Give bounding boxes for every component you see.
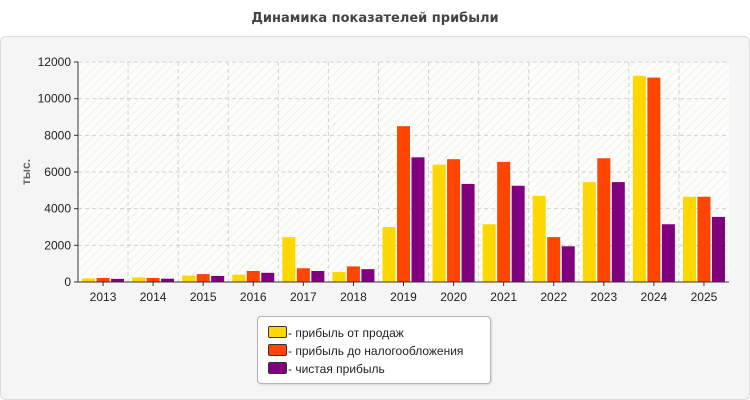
legend-swatch-sales-profit <box>268 326 287 338</box>
bar-pretax-profit-2020[interactable] <box>447 159 461 282</box>
bar-net-profit-2016[interactable] <box>261 272 275 282</box>
bar-net-profit-2022[interactable] <box>561 246 575 282</box>
bar-sales-profit-2024[interactable] <box>632 75 646 282</box>
y-tick-label: 4000 <box>44 202 71 216</box>
x-tick-label: 2025 <box>691 290 718 304</box>
bar-pretax-profit-2017[interactable] <box>296 268 310 282</box>
legend-label: - прибыль до налогообложения <box>288 344 464 358</box>
x-tick-label: 2021 <box>490 290 517 304</box>
bar-pretax-profit-2013[interactable] <box>96 277 110 282</box>
bar-sales-profit-2017[interactable] <box>282 237 296 282</box>
bar-net-profit-2018[interactable] <box>361 269 375 282</box>
bar-sales-profit-2018[interactable] <box>332 271 346 282</box>
bar-pretax-profit-2021[interactable] <box>497 161 511 282</box>
bar-pretax-profit-2019[interactable] <box>397 126 410 283</box>
bar-pretax-profit-2022[interactable] <box>547 237 561 282</box>
x-tick-label: 2023 <box>590 290 617 304</box>
legend: - прибыль от продаж - прибыль до налогоо… <box>257 316 491 384</box>
bar-net-profit-2015[interactable] <box>211 275 225 282</box>
bar-pretax-profit-2025[interactable] <box>697 196 711 282</box>
bar-sales-profit-2014[interactable] <box>132 277 146 282</box>
bar-sales-profit-2016[interactable] <box>232 274 246 282</box>
bar-pretax-profit-2016[interactable] <box>246 271 260 282</box>
bar-sales-profit-2025[interactable] <box>682 196 696 282</box>
y-tick-label: 12000 <box>38 55 72 69</box>
bar-net-profit-2020[interactable] <box>461 183 475 282</box>
x-tick-label: 2013 <box>90 290 117 304</box>
y-tick-label: 0 <box>64 275 71 289</box>
bar-pretax-profit-2014[interactable] <box>146 277 160 282</box>
x-tick-label: 2016 <box>240 290 267 304</box>
x-tick-label: 2019 <box>390 290 417 304</box>
legend-item-pretax-profit[interactable]: - прибыль до налогообложения <box>268 343 463 359</box>
legend-label: - прибыль от продаж <box>288 326 404 340</box>
x-tick-label: 2015 <box>190 290 217 304</box>
x-axis-ticks: 2013 2014 2015 2016 2017 2018 2019 2020 2021 2022… <box>90 282 718 304</box>
x-tick-label: 2022 <box>540 290 567 304</box>
bar-sales-profit-2023[interactable] <box>582 182 596 282</box>
legend-label: - чистая прибыль <box>288 362 385 376</box>
y-tick-label: 10000 <box>38 92 72 106</box>
legend-item-sales-profit[interactable]: - прибыль от продаж <box>268 325 404 341</box>
x-tick-label: 2020 <box>440 290 467 304</box>
y-axis-ticks: 0 2000 4000 6000 8000 10000 12000 <box>38 55 78 289</box>
bar-net-profit-2017[interactable] <box>311 271 325 282</box>
bar-net-profit-2023[interactable] <box>611 182 625 282</box>
x-tick-label: 2017 <box>290 290 317 304</box>
legend-item-net-profit[interactable]: - чистая прибыль <box>268 361 385 377</box>
y-axis-label: тыс. <box>19 159 33 185</box>
bar-net-profit-2024[interactable] <box>661 224 675 282</box>
y-tick-label: 6000 <box>44 165 71 179</box>
bar-sales-profit-2021[interactable] <box>482 224 496 282</box>
bar-sales-profit-2019[interactable] <box>382 227 396 282</box>
bar-pretax-profit-2024[interactable] <box>647 77 661 282</box>
bar-pretax-profit-2015[interactable] <box>196 274 210 282</box>
legend-swatch-pretax-profit <box>268 344 287 356</box>
x-tick-label: 2024 <box>641 290 668 304</box>
bar-sales-profit-2020[interactable] <box>432 164 446 282</box>
bar-net-profit-2019[interactable] <box>411 157 425 282</box>
bar-sales-profit-2022[interactable] <box>532 195 546 282</box>
bar-sales-profit-2015[interactable] <box>182 275 196 282</box>
bar-pretax-profit-2018[interactable] <box>346 266 360 282</box>
x-tick-label: 2018 <box>340 290 367 304</box>
bar-net-profit-2014[interactable] <box>161 278 175 282</box>
bar-net-profit-2013[interactable] <box>111 278 125 282</box>
legend-swatch-net-profit <box>268 362 287 374</box>
bars <box>82 75 725 283</box>
bar-sales-profit-2013[interactable] <box>82 278 96 282</box>
y-tick-label: 2000 <box>44 238 71 252</box>
y-tick-label: 8000 <box>44 128 71 142</box>
bar-net-profit-2021[interactable] <box>511 185 525 282</box>
chart-title: Динамика показателей прибыли <box>251 11 499 26</box>
bar-pretax-profit-2023[interactable] <box>597 158 611 282</box>
bar-net-profit-2025[interactable] <box>711 216 725 282</box>
x-tick-label: 2014 <box>140 290 167 304</box>
